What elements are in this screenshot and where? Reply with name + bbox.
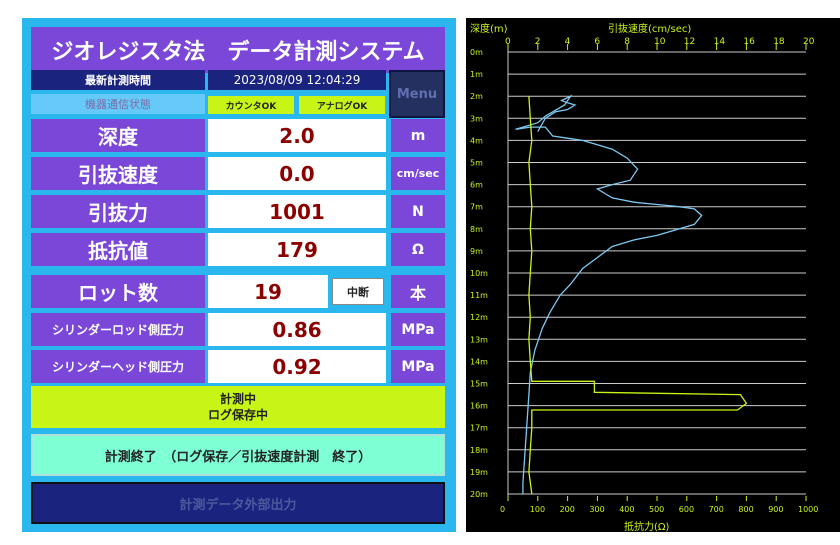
pull-speed-label: 引抜速度 <box>31 157 205 190</box>
resistance-unit: Ω <box>391 233 445 266</box>
resistance-tick-label: 900 <box>768 505 783 514</box>
speed-tick-label: 6 <box>594 37 600 47</box>
end-measurement-button[interactable]: 計測終了 （ログ保存／引抜速度計測 終了） <box>31 434 445 476</box>
status-line-1: 計測中 <box>219 392 256 406</box>
pull-force-unit: N <box>391 195 445 228</box>
speed-tick-label: 2 <box>535 37 541 47</box>
depth-tick-label: 0m <box>470 48 483 57</box>
speed-tick-label: 12 <box>684 37 695 47</box>
rod-side-pressure-label: シリンダーロッド側圧力 <box>31 313 205 346</box>
app-title: ジオレジスタ法 データ計測システム <box>31 27 445 73</box>
measurement-status: 計測中 ログ保存中 <box>31 386 445 428</box>
speed-tick-label: 10 <box>654 37 666 47</box>
resistance-tick-label: 700 <box>709 505 724 514</box>
counter-ok-badge: カウンタOK <box>208 96 294 114</box>
resistance-tick-label: 800 <box>738 505 753 514</box>
depth-label: 深度 <box>31 119 205 152</box>
depth-tick-label: 3m <box>470 114 483 123</box>
speed-tick-label: 20 <box>803 37 815 47</box>
depth-tick-label: 4m <box>470 136 483 145</box>
depth-tick-label: 15m <box>470 380 488 389</box>
resistance-label: 抵抗値 <box>31 233 205 266</box>
resistance-value: 179 <box>208 233 386 266</box>
head-side-pressure-label: シリンダーヘッド側圧力 <box>31 350 205 383</box>
speed-tick-label: 18 <box>773 37 785 47</box>
speed-tick-label: 4 <box>565 37 571 47</box>
rod-side-pressure-unit: MPa <box>391 313 445 346</box>
resistance-tick-label: 0 <box>500 505 505 514</box>
resistance-tick-label: 100 <box>530 505 545 514</box>
rod-side-pressure-value: 0.86 <box>208 313 386 346</box>
depth-tick-label: 9m <box>470 247 483 256</box>
depth-tick-label: 12m <box>470 313 488 322</box>
depth-tick-label: 19m <box>470 468 488 477</box>
resistance-axis-label: 抵抗力(Ω) <box>624 522 670 533</box>
depth-tick-label: 11m <box>470 291 488 300</box>
resistance-tick-label: 300 <box>589 505 604 514</box>
head-side-pressure-value: 0.92 <box>208 350 386 383</box>
resistance-tick-label: 600 <box>679 505 694 514</box>
depth-tick-label: 6m <box>470 181 483 190</box>
rod-count-unit: 本 <box>391 275 445 308</box>
pull-speed-unit: cm/sec <box>391 157 445 190</box>
pull-force-label: 引抜力 <box>31 195 205 228</box>
resistance-tick-label: 500 <box>649 505 664 514</box>
depth-tick-label: 17m <box>470 424 488 433</box>
pull-force-value: 1001 <box>208 195 386 228</box>
depth-tick-label: 18m <box>470 446 488 455</box>
depth-axis-label: 深度(m) <box>470 24 508 35</box>
speed-axis-label: 引抜速度(cm/sec) <box>608 24 692 35</box>
depth-tick-label: 14m <box>470 357 488 366</box>
depth-profile-chart: 0m 1m 2m 3m 4m 5m 6m 7m 8m 9m 10m 11m 12m 13m 14m 15m 16… <box>466 18 840 533</box>
rod-count-value: 19 <box>208 275 328 308</box>
depth-unit: m <box>391 119 445 152</box>
speed-tick-label: 16 <box>743 37 755 47</box>
comm-status-label: 機器通信状態 <box>31 94 205 114</box>
depth-tick-label: 13m <box>470 335 488 344</box>
depth-tick-label: 8m <box>470 225 483 234</box>
pull-speed-value: 0.0 <box>208 157 386 190</box>
resistance-series-line <box>528 96 748 495</box>
depth-tick-label: 10m <box>470 269 488 278</box>
speed-tick-label: 8 <box>624 37 630 47</box>
resistance-tick-label: 1000 <box>798 505 818 514</box>
resistance-tick-label: 200 <box>560 505 575 514</box>
depth-tick-label: 5m <box>470 159 483 168</box>
pull-speed-series-line <box>515 94 703 494</box>
pause-button[interactable]: 中断 <box>332 278 384 305</box>
depth-tick-label: 16m <box>470 402 488 411</box>
menu-button[interactable]: Menu <box>389 70 445 118</box>
latest-time-label: 最新計測時間 <box>31 70 205 90</box>
export-data-button[interactable]: 計測データ外部出力 <box>31 482 445 524</box>
rod-count-label: ロット数 <box>31 275 205 308</box>
chart-canvas: 0m 1m 2m 3m 4m 5m 6m 7m 8m 9m 10m 11m 12m 13m 14m 15m 16… <box>470 37 818 514</box>
status-line-2: ログ保存中 <box>207 408 268 422</box>
control-panel: ジオレジスタ法 データ計測システム 最新計測時間 2023/08/09 12:0… <box>22 18 456 532</box>
depth-tick-label: 1m <box>470 70 483 79</box>
depth-value: 2.0 <box>208 119 386 152</box>
speed-tick-label: 14 <box>714 37 726 47</box>
depth-tick-label: 2m <box>470 92 483 101</box>
latest-time-value: 2023/08/09 12:04:29 <box>208 70 386 90</box>
head-side-pressure-unit: MPa <box>391 350 445 383</box>
depth-tick-label: 7m <box>470 203 483 212</box>
analog-ok-badge: アナログOK <box>299 96 385 114</box>
depth-tick-label: 20m <box>470 490 488 499</box>
resistance-tick-label: 400 <box>619 505 634 514</box>
speed-tick-label: 0 <box>505 37 511 47</box>
